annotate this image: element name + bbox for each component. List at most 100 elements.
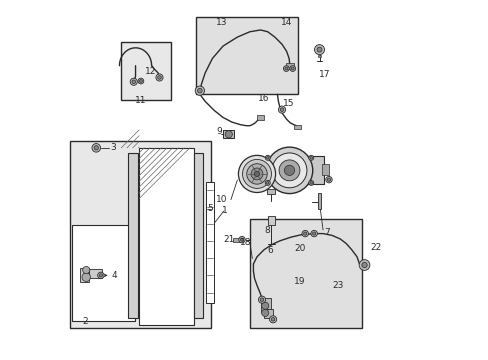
Bar (128, 153, 138, 318)
Text: 16: 16 (258, 94, 269, 103)
Text: 3: 3 (110, 143, 116, 152)
Circle shape (310, 230, 317, 237)
Text: 2: 2 (82, 316, 88, 325)
Circle shape (242, 159, 271, 188)
Circle shape (130, 78, 137, 85)
Circle shape (269, 316, 276, 323)
Text: 21: 21 (223, 235, 234, 244)
Text: 12: 12 (144, 67, 156, 76)
Bar (70, 141, 211, 328)
Circle shape (314, 45, 324, 55)
Circle shape (309, 182, 312, 184)
Circle shape (309, 157, 312, 159)
Bar (80, 267, 89, 282)
Text: 23: 23 (332, 281, 343, 290)
Circle shape (246, 164, 266, 184)
Circle shape (157, 76, 161, 79)
Circle shape (240, 238, 243, 241)
Circle shape (238, 156, 275, 193)
Bar (249, 219, 362, 328)
Bar (89, 269, 102, 278)
Text: 4: 4 (112, 271, 118, 280)
Bar (196, 18, 298, 94)
Text: 9: 9 (216, 127, 221, 136)
Bar (267, 216, 274, 225)
Circle shape (132, 80, 135, 84)
Bar (264, 309, 272, 318)
Circle shape (358, 260, 369, 270)
Circle shape (99, 274, 102, 277)
Circle shape (197, 88, 202, 93)
Bar (267, 189, 275, 194)
Bar (72, 225, 135, 321)
Circle shape (283, 66, 288, 71)
Circle shape (254, 171, 259, 176)
Text: 15: 15 (283, 99, 294, 108)
Circle shape (316, 47, 322, 52)
Circle shape (82, 266, 90, 274)
Circle shape (289, 66, 295, 71)
Circle shape (285, 67, 287, 70)
Text: 10: 10 (216, 195, 227, 204)
Circle shape (261, 302, 268, 309)
Circle shape (308, 180, 313, 185)
Circle shape (92, 144, 101, 152)
Text: 19: 19 (293, 277, 305, 286)
Circle shape (325, 176, 331, 183)
Text: 1: 1 (222, 206, 227, 215)
Text: 8: 8 (264, 226, 269, 235)
Circle shape (308, 155, 313, 160)
Circle shape (284, 165, 294, 175)
Circle shape (82, 273, 90, 282)
Text: 7: 7 (323, 228, 329, 237)
Text: 17: 17 (318, 70, 329, 79)
Bar (303, 157, 324, 184)
Text: 5: 5 (207, 204, 213, 213)
Text: 13: 13 (215, 18, 226, 27)
Bar (317, 55, 320, 57)
Circle shape (265, 180, 270, 185)
Bar (194, 153, 203, 318)
Bar (285, 63, 293, 68)
Circle shape (279, 160, 299, 181)
Circle shape (94, 146, 98, 150)
Circle shape (260, 298, 263, 301)
Circle shape (271, 318, 274, 321)
Text: 20: 20 (294, 244, 305, 253)
Circle shape (238, 237, 244, 243)
Bar (256, 115, 263, 120)
Bar (121, 42, 171, 100)
Bar (293, 125, 300, 129)
Bar (139, 148, 194, 325)
Bar (321, 164, 328, 175)
Circle shape (326, 178, 330, 181)
Circle shape (312, 232, 315, 235)
Circle shape (291, 67, 294, 70)
Circle shape (361, 262, 366, 268)
Circle shape (250, 168, 263, 180)
Circle shape (139, 80, 142, 82)
Text: 22: 22 (369, 243, 381, 252)
Circle shape (156, 74, 163, 81)
Circle shape (303, 232, 306, 235)
Circle shape (278, 106, 285, 113)
Circle shape (302, 230, 308, 237)
Circle shape (266, 147, 312, 194)
Circle shape (98, 272, 104, 279)
Bar (317, 193, 321, 208)
Bar (205, 182, 213, 303)
Bar (223, 130, 234, 138)
Circle shape (225, 131, 232, 138)
Circle shape (266, 182, 268, 184)
Text: 6: 6 (267, 246, 272, 255)
Text: 18: 18 (240, 238, 251, 247)
Circle shape (265, 155, 270, 160)
Bar (233, 238, 241, 242)
Circle shape (280, 108, 283, 111)
Circle shape (195, 86, 204, 95)
Circle shape (261, 309, 268, 316)
Text: 14: 14 (281, 18, 292, 27)
Bar (260, 298, 271, 312)
Text: 11: 11 (135, 96, 146, 105)
Circle shape (258, 296, 265, 303)
